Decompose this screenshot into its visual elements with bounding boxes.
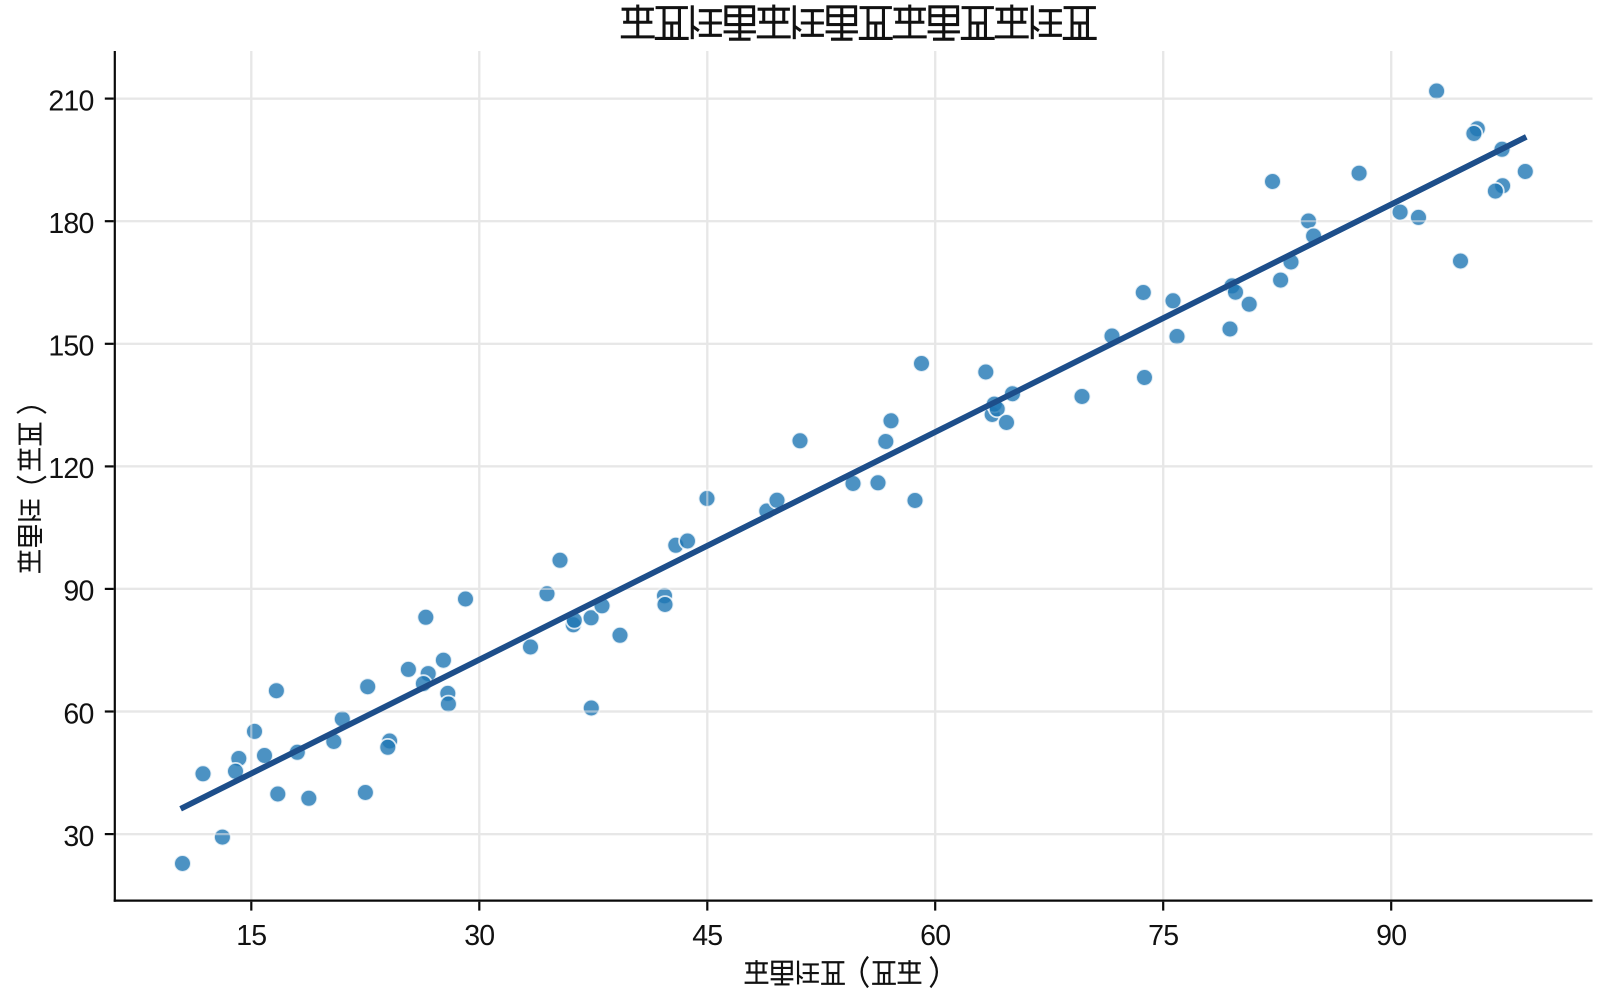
svg-text:180: 180	[48, 208, 93, 240]
svg-text:90: 90	[1376, 920, 1406, 952]
svg-text:75: 75	[1148, 920, 1178, 952]
svg-text:60: 60	[920, 920, 950, 952]
svg-text:30: 30	[63, 821, 93, 853]
svg-text:45: 45	[692, 920, 722, 952]
svg-text:60: 60	[63, 698, 93, 730]
svg-text:120: 120	[48, 453, 93, 485]
svg-text:90: 90	[63, 576, 93, 608]
svg-text:30: 30	[464, 920, 494, 952]
svg-text:210: 210	[48, 85, 93, 117]
svg-text:150: 150	[48, 331, 93, 363]
svg-text:15: 15	[236, 920, 266, 952]
